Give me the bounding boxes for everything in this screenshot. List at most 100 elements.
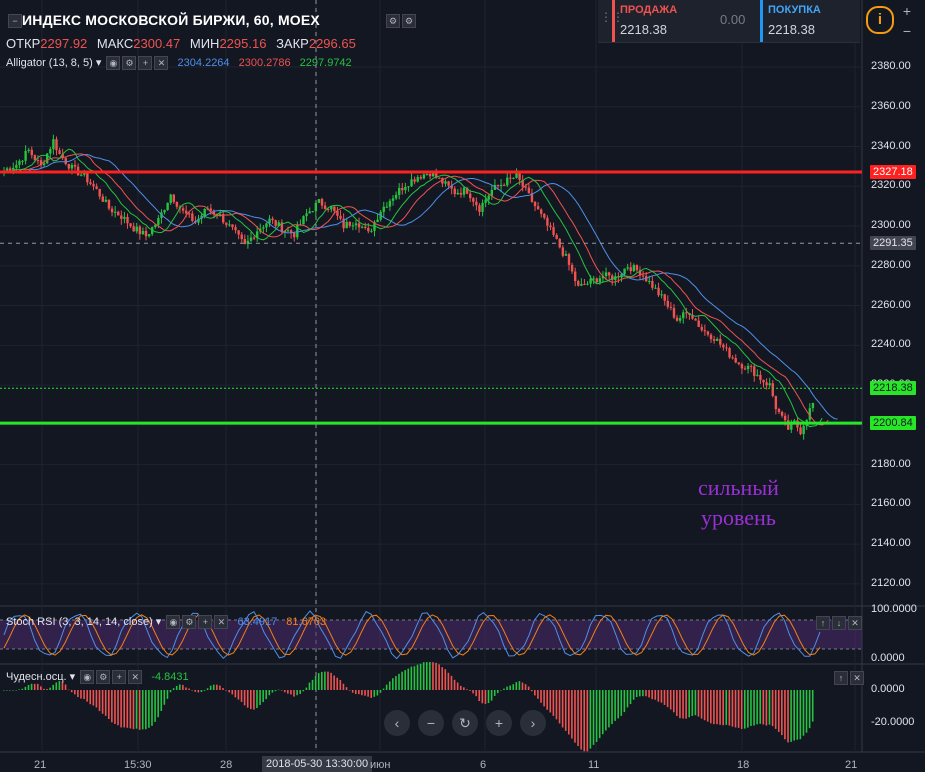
- ao-bar: [259, 690, 261, 705]
- candle-body: [296, 225, 299, 238]
- candle-body: [410, 179, 413, 187]
- candle-body: [52, 139, 55, 150]
- scroll-left-button[interactable]: ‹: [384, 710, 410, 736]
- candle-body: [506, 177, 509, 186]
- candle-body: [401, 187, 404, 191]
- ao-bar: [685, 690, 687, 719]
- candle-body: [598, 278, 602, 283]
- low-label: МИН: [189, 36, 220, 51]
- candle-body: [163, 210, 166, 213]
- ao-bar: [518, 681, 521, 690]
- indicator-row[interactable]: Alligator (13, 8, 5) ▾ ◉ ⚙ + ✕ 2304.2264 23…: [6, 56, 352, 71]
- plus-icon: +: [198, 615, 213, 630]
- ao-bar: [194, 690, 197, 692]
- ao-bar: [398, 673, 400, 690]
- awesome-osc-header[interactable]: Чудесн.осц. ▾ ◉ ⚙ + ✕ -4.8431: [6, 670, 189, 685]
- candle-body: [123, 216, 126, 219]
- ao-bar: [564, 690, 567, 731]
- dropdown-icon[interactable]: ▾: [95, 57, 102, 69]
- ao-bar: [15, 690, 17, 691]
- pane-controls[interactable]: ↑ ✕: [832, 671, 864, 685]
- ao-bar: [503, 688, 505, 690]
- pane-controls[interactable]: ↑ ↓ ✕: [814, 616, 862, 630]
- buy-button[interactable]: ПОКУПКА 2218.38: [760, 0, 861, 42]
- ao-bar: [225, 690, 227, 691]
- ao-bar: [24, 686, 27, 690]
- reset-button[interactable]: ↻: [452, 710, 478, 736]
- ao-bar: [246, 690, 249, 708]
- candle-body: [700, 326, 703, 331]
- ao-bar: [710, 690, 712, 724]
- ao-bar: [392, 678, 394, 690]
- plus-icon[interactable]: +: [138, 56, 153, 71]
- candle-body: [64, 158, 67, 165]
- ao-bar: [722, 690, 724, 726]
- settings-icon: ⚙: [182, 615, 197, 630]
- ao-bar: [277, 689, 280, 691]
- close-icon[interactable]: ✕: [154, 56, 169, 71]
- chart-settings-icon[interactable]: ⚙ ⚙: [384, 13, 416, 28]
- high-value: 2300.47: [133, 36, 181, 51]
- info-icon[interactable]: i: [866, 6, 894, 34]
- stoch-rsi-header[interactable]: Stoch RSI (3, 3, 14, 14, close) ▾ ◉ ⚙ + ✕ 6…: [6, 615, 327, 630]
- candle-body: [188, 213, 191, 215]
- ao-bar: [490, 690, 493, 701]
- candle-body: [614, 276, 617, 280]
- ao-bar: [765, 690, 768, 726]
- stoch-band: [0, 620, 862, 649]
- zoom-out-button[interactable]: −: [418, 710, 444, 736]
- candle-body: [200, 215, 203, 219]
- price-tick-label: 2120.00: [871, 576, 911, 589]
- candle-body: [753, 366, 756, 376]
- candle-body: [592, 278, 595, 280]
- candle-body: [601, 276, 605, 279]
- candle-body: [407, 186, 410, 188]
- ao-bar: [308, 682, 311, 690]
- candle-body: [141, 230, 145, 235]
- scroll-right-button[interactable]: ›: [520, 710, 546, 736]
- candle-body: [86, 172, 89, 183]
- ao-bar: [98, 690, 101, 712]
- collapse-icon[interactable]: −: [6, 13, 22, 28]
- ao-bar: [61, 681, 64, 690]
- candle-body: [110, 208, 114, 213]
- ao-bar: [12, 690, 14, 691]
- ao-bar: [407, 668, 410, 690]
- eye-icon[interactable]: ◉: [106, 56, 121, 71]
- ao-bar: [697, 690, 700, 717]
- candle-body: [326, 208, 330, 210]
- candle-body: [280, 222, 284, 232]
- sell-button[interactable]: ПРОДАЖА 2218.38: [612, 0, 713, 42]
- sell-price: 2218.38: [620, 22, 667, 37]
- ao-bar: [657, 690, 660, 702]
- candle-body: [431, 172, 435, 177]
- ao-bar: [734, 690, 737, 728]
- candle-body: [49, 149, 52, 154]
- candle-body: [252, 237, 256, 239]
- candle-body: [360, 226, 364, 228]
- candle-body: [589, 278, 592, 284]
- low-value: 2295.16: [219, 36, 267, 51]
- candle-body: [552, 227, 555, 235]
- time-tick-label: 15:30: [124, 759, 152, 771]
- ao-bar: [33, 683, 36, 690]
- zoom-out-icon[interactable]: −: [902, 23, 912, 39]
- plus-icon: +: [112, 670, 127, 685]
- zoom-in-button[interactable]: +: [486, 710, 512, 736]
- ao-bar: [157, 690, 159, 718]
- annotation-line-1: сильный: [698, 475, 779, 500]
- ao-bar: [716, 690, 718, 725]
- zoom-in-icon[interactable]: +: [902, 3, 912, 19]
- ao-bar: [787, 690, 789, 743]
- settings-icon[interactable]: ⚙: [122, 56, 137, 71]
- ao-bar: [327, 671, 329, 690]
- ao-bar: [114, 690, 116, 725]
- chart-title[interactable]: ИНДЕКС МОСКОВСКОЙ БИРЖИ, 60, MOEX: [22, 12, 320, 28]
- ao-bar: [404, 670, 406, 690]
- ao-bar: [790, 690, 792, 742]
- ao-bar: [447, 672, 450, 690]
- candle-body: [277, 222, 280, 226]
- spread-value: 0.00: [720, 12, 746, 27]
- lips-value: 2297.9742: [299, 57, 352, 69]
